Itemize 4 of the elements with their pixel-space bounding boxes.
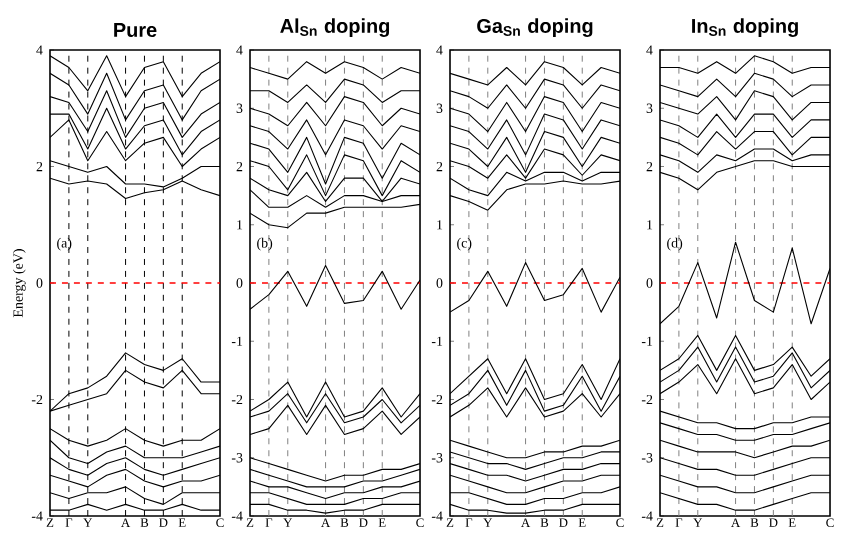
chart-title: Ga$_{Sn}$ doping [477,18,593,38]
chart-title: In$_{Sn}$ doping [692,18,798,38]
chart-title: Pure [114,23,157,38]
chart-title: Al$_{Sn}$ doping [280,18,390,38]
